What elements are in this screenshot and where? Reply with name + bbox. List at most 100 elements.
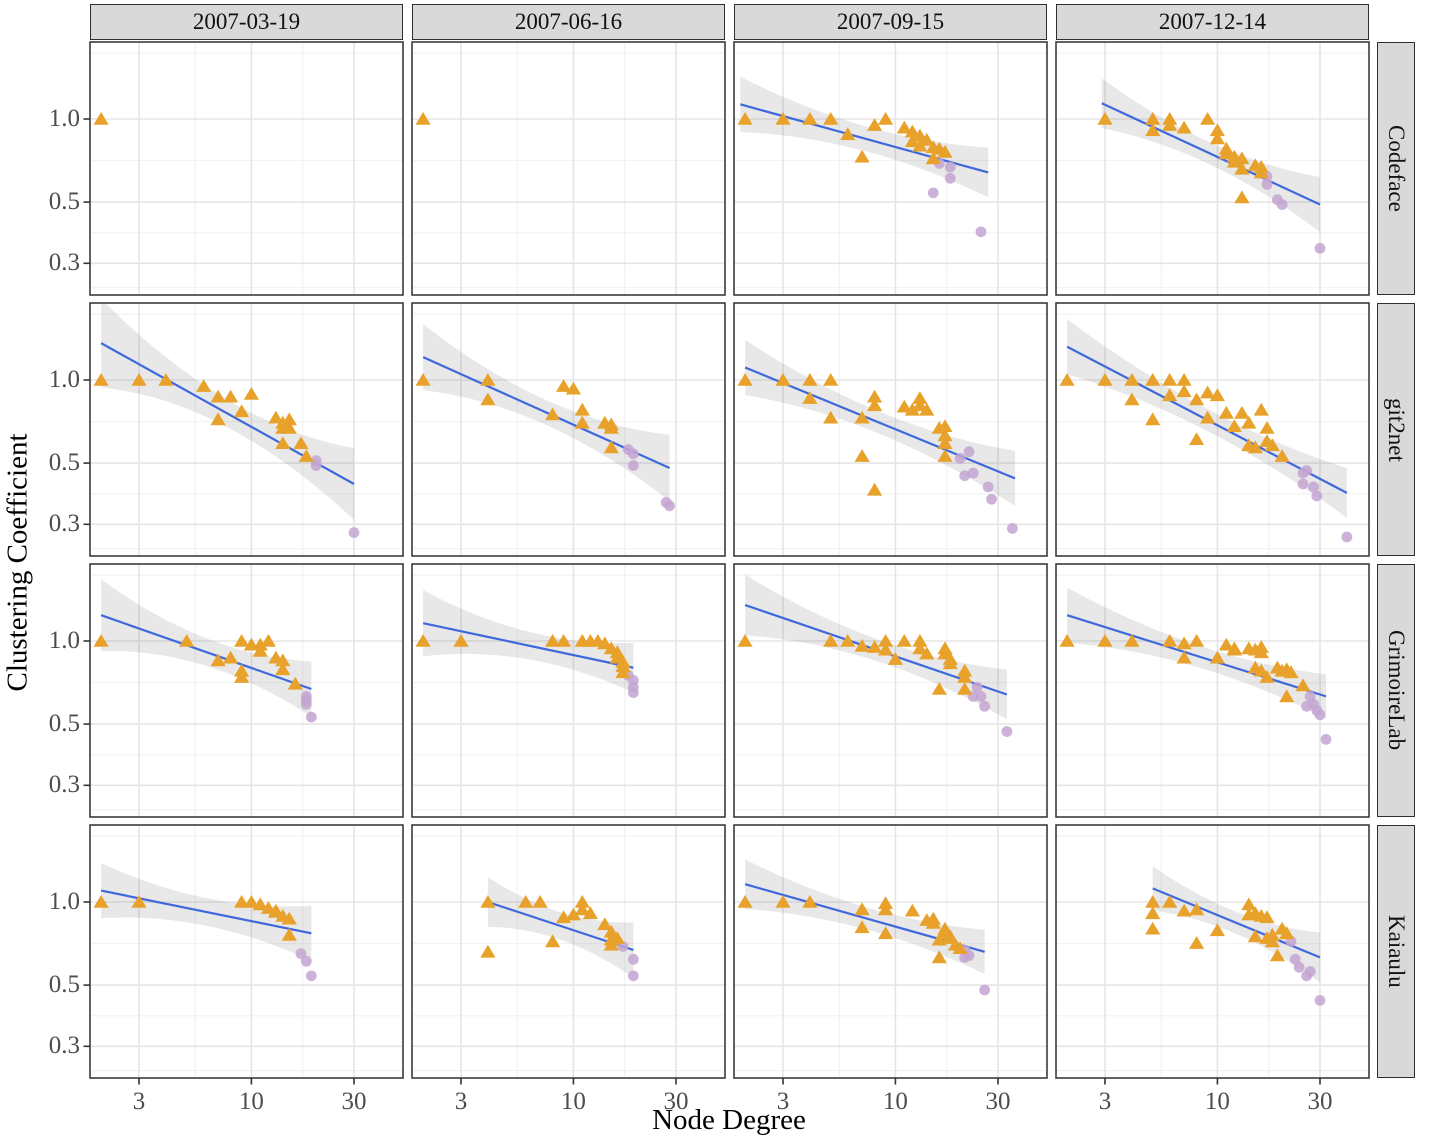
data-point-triangle: [574, 902, 590, 916]
data-point-triangle: [937, 419, 953, 432]
data-point-triangle: [1253, 165, 1269, 179]
facet-row-label: git2net: [1384, 397, 1409, 462]
data-point-triangle: [210, 389, 226, 403]
data-point-triangle: [802, 895, 818, 908]
data-point-triangle: [1234, 161, 1250, 175]
data-point-triangle: [609, 931, 625, 944]
data-point-triangle: [1218, 637, 1234, 651]
data-point-triangle: [243, 895, 259, 908]
data-point-triangle: [275, 662, 291, 676]
data-point-triangle: [1218, 146, 1234, 160]
facet-panel-git2net-2007-03-19: [89, 302, 404, 557]
data-point-triangle: [480, 373, 496, 386]
data-point-circle: [927, 187, 939, 199]
data-point-triangle: [1145, 895, 1161, 908]
data-point-triangle: [281, 927, 297, 941]
data-point-triangle: [210, 653, 226, 667]
data-point-triangle: [1269, 948, 1285, 962]
data-point-triangle: [942, 656, 958, 670]
data-point-triangle: [802, 112, 818, 125]
y-tick-label: 0.5: [48, 449, 80, 477]
data-point-triangle: [904, 134, 920, 148]
confidence-band: [423, 590, 634, 693]
data-point-triangle: [912, 641, 928, 655]
data-point-triangle: [415, 112, 431, 125]
data-point-circle: [971, 681, 983, 693]
data-point-triangle: [93, 634, 109, 647]
data-point-triangle: [912, 391, 928, 404]
data-point-triangle: [1145, 412, 1161, 426]
data-point-triangle: [210, 412, 226, 426]
data-point-triangle: [415, 634, 431, 647]
panel-border: [411, 563, 726, 818]
data-point-circle: [1276, 199, 1288, 210]
panel-border: [89, 824, 404, 1079]
data-point-triangle: [453, 634, 469, 647]
data-point-circle: [975, 226, 987, 238]
data-point-triangle: [823, 410, 839, 424]
data-point-triangle: [1145, 906, 1161, 920]
x-tick-label: 30: [663, 1088, 689, 1115]
x-tick-label: 10: [238, 1088, 264, 1115]
data-point-circle: [310, 460, 322, 471]
data-point-triangle: [904, 402, 920, 416]
data-point-triangle: [904, 903, 920, 917]
data-point-triangle: [532, 895, 548, 908]
data-point-triangle: [1295, 678, 1311, 692]
data-point-triangle: [912, 398, 928, 412]
data-point-triangle: [1226, 419, 1242, 432]
data-point-triangle: [931, 950, 947, 964]
data-point-triangle: [775, 112, 791, 125]
data-point-triangle: [925, 915, 941, 929]
data-point-triangle: [937, 436, 953, 449]
data-point-circle: [1314, 709, 1326, 721]
data-point-triangle: [1234, 405, 1250, 419]
data-point-triangle: [1259, 421, 1275, 434]
gridlines: [412, 825, 725, 1078]
data-point-triangle: [1226, 642, 1242, 656]
facet-col-strip-2: 2007-06-16: [412, 4, 725, 40]
data-point-triangle: [131, 373, 147, 386]
data-point-triangle: [287, 676, 303, 690]
data-point-triangle: [179, 634, 195, 647]
data-point-triangle: [415, 373, 431, 386]
panel-border: [89, 302, 404, 557]
data-point-triangle: [1209, 123, 1225, 137]
data-point-triangle: [952, 941, 968, 954]
data-point-triangle: [1247, 929, 1263, 943]
gridlines: [1056, 825, 1369, 1078]
data-point-triangle: [615, 665, 631, 679]
x-tick-label: 3: [1098, 1088, 1112, 1115]
data-point-triangle: [518, 895, 534, 908]
data-point-triangle: [854, 149, 870, 163]
data-point-circle: [627, 953, 639, 965]
data-point-circle: [1289, 953, 1301, 965]
data-point-triangle: [1176, 903, 1192, 917]
facet-panel-GrimoireLab-2007-12-14: [1055, 563, 1370, 818]
gridlines: [90, 42, 403, 295]
data-point-triangle: [1259, 670, 1275, 683]
data-point-circle: [1314, 995, 1326, 1006]
data-point-triangle: [234, 404, 250, 418]
data-point-triangle: [878, 642, 894, 656]
data-point-triangle: [234, 670, 250, 683]
panel-border: [411, 824, 726, 1079]
facet-panel-Kaiaulu-2007-12-14: [1055, 824, 1370, 1079]
data-point-triangle: [919, 402, 935, 416]
data-point-circle: [963, 446, 975, 458]
data-point-triangle: [1162, 373, 1178, 386]
confidence-band: [101, 303, 354, 520]
data-point-triangle: [1279, 689, 1295, 703]
data-point-triangle: [737, 895, 753, 908]
facet-col-label: 2007-09-15: [836, 9, 945, 34]
data-point-triangle: [867, 118, 883, 131]
y-tick-label: 1.0: [48, 627, 80, 654]
data-point-triangle: [1241, 897, 1257, 911]
data-point-triangle: [275, 653, 291, 667]
facet-col-label: 2007-03-19: [192, 9, 301, 34]
data-point-triangle: [867, 482, 883, 496]
confidence-band: [740, 76, 989, 198]
data-point-triangle: [1162, 634, 1178, 647]
data-point-triangle: [1124, 634, 1140, 647]
